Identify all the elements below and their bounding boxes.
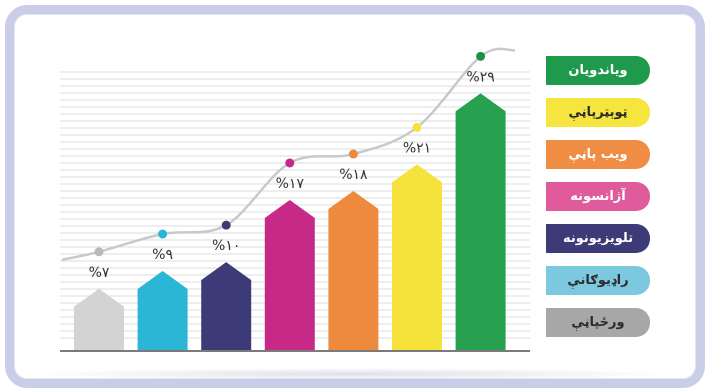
data-label: %۲۹: [466, 69, 494, 85]
bar: [264, 199, 315, 351]
data-label: %۱۷: [276, 176, 305, 192]
data-label: %۲۱: [403, 140, 431, 156]
trend-dot: [348, 149, 358, 159]
chart-grid: [60, 71, 530, 339]
data-label: %۱۰: [212, 238, 240, 254]
bar: [328, 191, 379, 351]
trend-dot: [476, 51, 486, 61]
trend-dot: [221, 220, 231, 230]
bar: [137, 271, 188, 351]
bar: [392, 164, 442, 351]
legend-item: ویاندویان: [546, 56, 650, 85]
legend-item: ویب پاڼې: [546, 140, 650, 169]
legend-item: آژانسونه: [546, 182, 650, 211]
value-labels: %۷ %۹ %۱۰ %۱۷ %۱۸ %۲۱ %۲۹: [89, 69, 495, 280]
bar: [74, 288, 124, 351]
legend-item: ټوېټرپاڼې: [546, 98, 650, 127]
bar: [201, 262, 252, 351]
trend-dot: [158, 229, 168, 239]
trend-dot: [94, 247, 104, 257]
data-label: %۷: [89, 265, 110, 281]
bar: [455, 93, 506, 352]
trend-dots: [94, 51, 486, 257]
data-label: %۹: [152, 247, 173, 263]
legend-item: راډیوګانې: [546, 266, 650, 295]
trend-dot: [412, 122, 422, 132]
legend-item: ورځپاڼې: [546, 308, 650, 337]
card-shadow: [28, 368, 678, 380]
trend-dot: [285, 158, 295, 168]
legend-item: تلویزیونونه: [546, 224, 650, 253]
data-label: %۱۸: [339, 167, 368, 183]
chart-bars: [74, 93, 506, 352]
